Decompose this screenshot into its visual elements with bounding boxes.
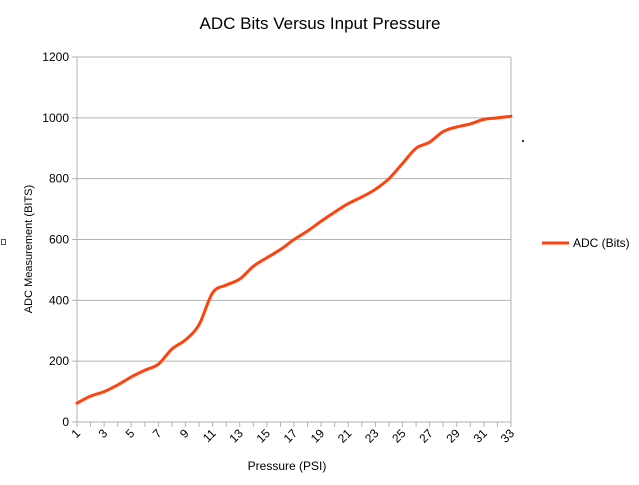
artifact-dot [522, 140, 524, 142]
x-tick-label: 21 [335, 426, 355, 446]
x-tick-label: 31 [471, 426, 491, 446]
y-tick-label: 400 [49, 293, 69, 307]
x-tick-label: 3 [96, 426, 111, 441]
x-tick-label: 1 [68, 426, 83, 441]
x-tick-label: 5 [123, 426, 138, 441]
x-axis-label: Pressure (PSI) [248, 459, 327, 473]
legend-label: ADC (Bits) [573, 236, 630, 250]
x-tick-label: 23 [362, 426, 382, 446]
x-tick-label: 29 [444, 426, 464, 446]
artifact-box [1, 239, 6, 245]
y-tick-label: 800 [49, 172, 69, 186]
legend: ADC (Bits) [542, 236, 630, 250]
x-tick-label: 7 [150, 426, 165, 441]
x-tick-label: 33 [498, 426, 518, 446]
x-tick-label: 11 [200, 426, 219, 445]
y-tick-label: 1000 [42, 111, 69, 125]
x-tick-label: 13 [227, 426, 247, 446]
y-tick-labels: 0 200 400 600 800 1000 1200 [42, 50, 69, 429]
y-tick-label: 0 [62, 415, 69, 429]
x-tick-label: 15 [254, 426, 274, 446]
x-tick-label: 19 [308, 426, 328, 446]
x-tick-label: 17 [281, 426, 301, 446]
y-tick-label: 200 [49, 354, 69, 368]
x-tick-label: 25 [389, 426, 409, 446]
x-tick-label: 9 [177, 426, 192, 441]
chart-title: ADC Bits Versus Input Pressure [200, 14, 441, 33]
y-tick-label: 600 [49, 233, 69, 247]
y-axis-label: ADC Measurement (BITS) [23, 185, 35, 313]
x-tick-label: 27 [416, 426, 436, 446]
y-tick-label: 1200 [42, 50, 69, 64]
